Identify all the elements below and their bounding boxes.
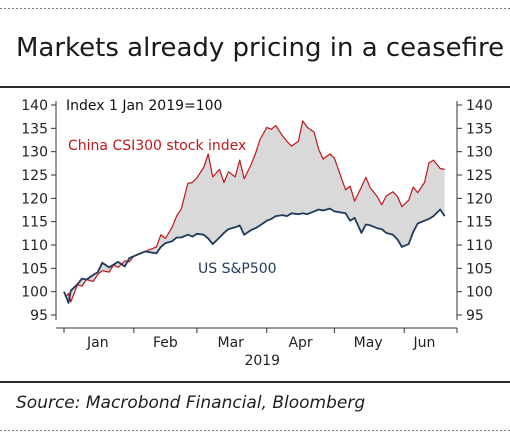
y-tick-label-left: 115 [21, 215, 48, 231]
x-tick-label: Feb [153, 335, 178, 351]
series-label-china-csi300: China CSI300 stock index [68, 138, 246, 154]
y-tick-label-right: 110 [466, 238, 493, 254]
chart-axes [51, 101, 462, 333]
chart-title: Markets already pricing in a ceasefire [16, 33, 505, 63]
y-tick-label-right: 95 [466, 308, 484, 324]
x-tick-label: Mar [218, 335, 245, 351]
title-rule [0, 86, 510, 88]
y-tick-label-left: 105 [21, 261, 48, 277]
series-line-china-csi300 [63, 120, 445, 303]
x-tick-label: Apr [288, 335, 312, 351]
x-tick-label: Jan [86, 335, 109, 351]
series-lines [63, 120, 446, 304]
y-tick-label-right: 120 [466, 191, 493, 207]
y-tick-label-left: 125 [21, 168, 48, 184]
y-tick-label-right: 125 [466, 168, 493, 184]
y-tick-label-right: 115 [466, 215, 493, 231]
top-dotted-rule [0, 8, 510, 9]
y-tick-label-right: 140 [466, 98, 493, 114]
source-note: Source: Macrobond Financial, Bloomberg [16, 393, 366, 413]
y-tick-label-right: 100 [466, 285, 493, 301]
y-tick-label-right: 105 [466, 261, 493, 277]
y-tick-label-left: 110 [21, 238, 48, 254]
line-chart: 95 95 100 100 105 105 110 110 115 115 120 120 125 125… [21, 98, 492, 369]
spread-fill-area [64, 120, 445, 303]
spread-area [64, 120, 445, 303]
y-tick-label-left: 120 [21, 191, 48, 207]
source-rule [0, 381, 510, 383]
series-line-us-sp500 [63, 207, 446, 304]
x-tick-label: May [354, 335, 383, 351]
y-tick-label-left: 135 [21, 121, 48, 137]
chart-labels: 95 95 100 100 105 105 110 110 115 115 120 120 125 125… [21, 98, 492, 369]
index-annotation: Index 1 Jan 2019=100 [66, 98, 222, 114]
y-tick-label-left: 100 [21, 285, 48, 301]
y-tick-label-right: 130 [466, 145, 493, 161]
bottom-dotted-rule [0, 430, 510, 431]
y-tick-label-left: 140 [21, 98, 48, 114]
x-axis-label: 2019 [244, 353, 280, 369]
x-tick-label: Jun [413, 335, 436, 351]
series-label-us-sp500: US S&P500 [198, 261, 277, 277]
y-tick-label-left: 95 [30, 308, 48, 324]
y-tick-label-left: 130 [21, 145, 48, 161]
y-tick-label-right: 135 [466, 121, 493, 137]
